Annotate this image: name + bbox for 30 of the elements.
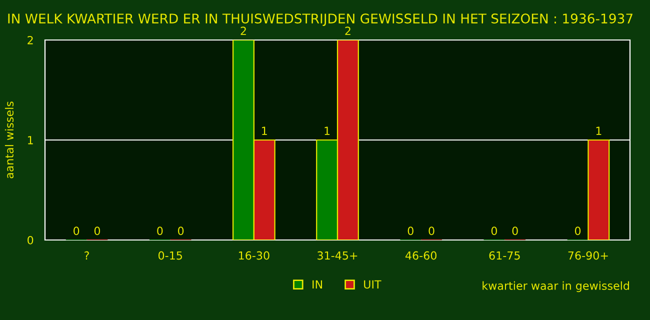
data-label: 1 [262, 126, 267, 135]
y-tick-label: 2 [28, 36, 33, 44]
x-tick-label: 31-45+ [318, 251, 358, 260]
data-label: 1 [596, 126, 602, 135]
x-tick-label: 16-30 [239, 251, 270, 260]
data-label: 0 [574, 226, 581, 236]
data-label: 0 [428, 226, 434, 236]
x-tick-label: 76-90+ [568, 251, 608, 260]
y-tick-label: 0 [28, 236, 34, 244]
legend-label: IN [312, 280, 322, 288]
data-label: 2 [345, 26, 350, 35]
data-label: 1 [324, 126, 330, 135]
x-tick-label: ? [84, 251, 89, 260]
data-label: 2 [240, 26, 246, 35]
data-label: 0 [491, 226, 497, 236]
data-label: 0 [408, 226, 414, 236]
y-tick-label: 1 [28, 136, 33, 144]
x-tick-label: 0-15 [158, 251, 182, 260]
data-label: 0 [94, 226, 100, 236]
data-label: 0 [178, 226, 184, 236]
legend-label: UIT [364, 280, 382, 289]
data-label: 0 [512, 226, 518, 236]
bar [588, 139, 610, 240]
data-label: 0 [74, 226, 80, 236]
data-label: 0 [157, 226, 163, 236]
y-axis-title: aantal wissels [4, 102, 14, 178]
x-axis-title: kwartier waar in gewisseld [482, 281, 629, 292]
x-tick-label: 61-75 [489, 251, 520, 260]
x-tick-label: 46-60 [405, 251, 436, 260]
chart-title: IN WELK KWARTIER WERD ER IN THUISWEDSTRIJDEN GEWISSELD IN HET SEIZOEN : 1936-1937 [8, 14, 632, 26]
